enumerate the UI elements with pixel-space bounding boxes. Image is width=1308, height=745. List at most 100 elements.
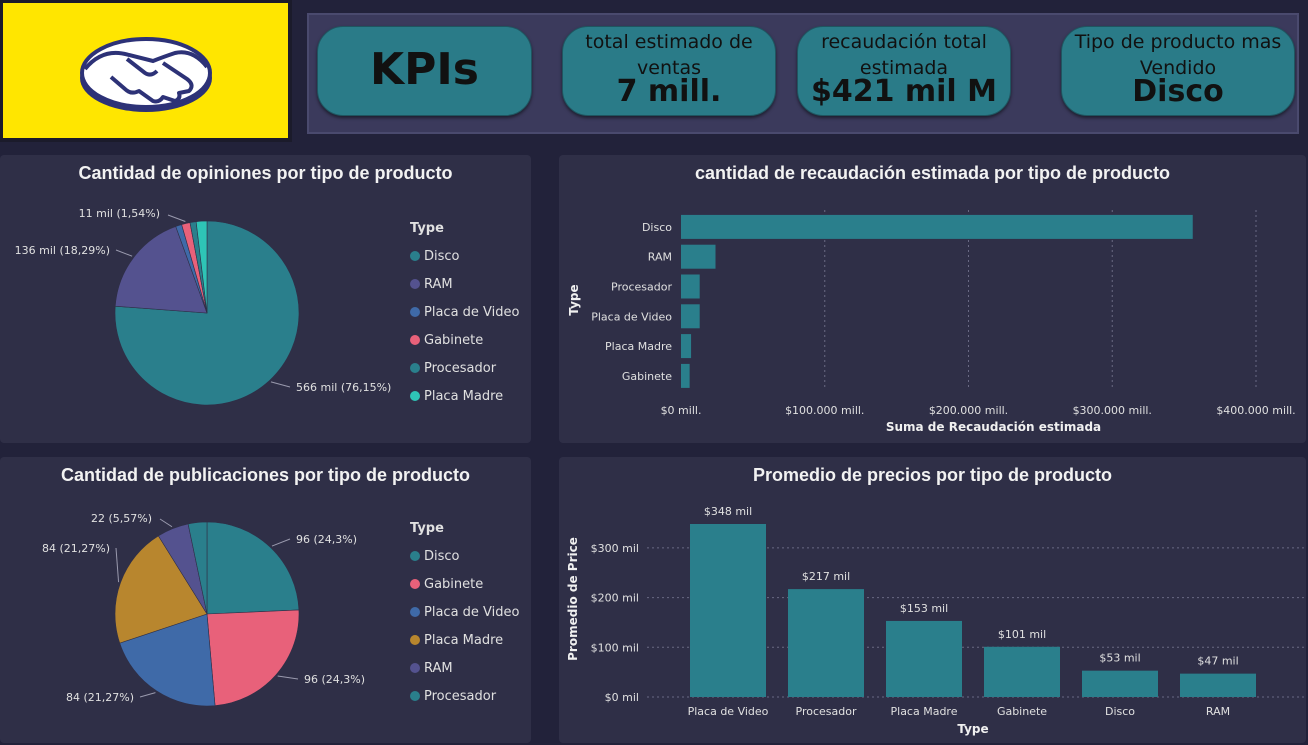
legend-label: RAM <box>424 276 453 292</box>
legend-item[interactable]: Placa de Video <box>410 598 519 626</box>
legend-swatch <box>410 663 420 673</box>
mercadolibre-logo <box>3 3 288 138</box>
legend-title: Type <box>410 221 444 236</box>
legend-swatch <box>410 307 420 317</box>
kpi-recaudacion-card: recaudación total estimada $421 mil M <box>797 26 1011 116</box>
legend-item[interactable]: Gabinete <box>410 326 519 354</box>
y-tick-label: Disco <box>642 221 672 234</box>
label-leader <box>270 381 291 388</box>
label-leader <box>277 675 299 680</box>
legend-label: Procesador <box>424 360 497 376</box>
legend-item[interactable]: RAM <box>410 270 519 298</box>
pie-slice <box>114 220 300 406</box>
label-leader <box>159 518 173 528</box>
data-label: 84 (21,27%) <box>42 542 110 555</box>
bar <box>681 274 700 299</box>
x-tick-label: $300.000 mill. <box>1073 404 1152 417</box>
legend-swatch <box>410 691 420 701</box>
legend-swatch <box>410 251 420 261</box>
kpi-ventas-card: total estimado de ventas 7 mill. <box>562 26 776 116</box>
x-axis-label: Suma de Recaudación estimada <box>886 420 1101 434</box>
y-tick-label: $200 mil <box>591 592 639 605</box>
kpi-title: KPIs <box>370 44 479 95</box>
bar <box>681 304 700 329</box>
kpi-ventas-value: 7 mill. <box>616 74 722 109</box>
legend-swatch <box>410 335 420 345</box>
data-label: 11 mil (1,54%) <box>79 207 160 220</box>
pie-slice <box>114 226 208 314</box>
bar <box>886 620 962 697</box>
legend-title: Type <box>410 521 444 536</box>
pie-slice <box>206 609 300 706</box>
panel-opiniones: Cantidad de opiniones por tipo de produc… <box>0 155 531 443</box>
kpi-ventas-label: total estimado de ventas <box>585 31 753 79</box>
chart-title: Cantidad de opiniones por tipo de produc… <box>78 163 453 183</box>
kpi-recaudacion-value: $421 mil M <box>810 74 998 109</box>
label-leader <box>167 214 186 222</box>
panel-publicaciones: Cantidad de publicaciones por tipo de pr… <box>0 457 531 743</box>
bar-recaudacion[interactable]: $0 mill. $100.000 mill. $200.000 mill. $300… <box>559 155 1306 443</box>
legend-label: Placa de Video <box>424 304 520 320</box>
legend-opiniones: Type Disco RAM Placa de Video Gabinete Proces… <box>410 221 519 410</box>
legend-label: Gabinete <box>424 332 484 348</box>
x-tick-label: $0 mill. <box>661 404 702 417</box>
y-tick-label: $0 mil <box>605 691 639 704</box>
bar <box>681 334 692 359</box>
y-tick-label: Procesador <box>611 281 672 294</box>
bar <box>1180 673 1256 697</box>
legend-swatch <box>410 579 420 589</box>
legend-label: Disco <box>424 548 460 564</box>
panel-recaudacion: cantidad de recaudación estimada por tip… <box>559 155 1306 443</box>
data-label: $217 mil <box>802 570 850 583</box>
legend-item[interactable]: Procesador <box>410 682 519 710</box>
x-tick-label: Gabinete <box>997 705 1047 718</box>
pie-publicaciones[interactable]: 96 (24,3%) 96 (24,3%) 84 (21,27%) 84 (21,27… <box>0 457 400 743</box>
legend-swatch <box>410 551 420 561</box>
y-axis-label: Type <box>567 284 581 315</box>
legend-item[interactable]: RAM <box>410 654 519 682</box>
y-tick-label: Placa Madre <box>605 340 672 353</box>
panel-precios: Promedio de precios por tipo de producto… <box>559 457 1306 743</box>
handshake-icon <box>80 37 212 112</box>
legend-label: Procesador <box>424 688 497 704</box>
legend-item[interactable]: Placa de Video <box>410 298 519 326</box>
kpi-bar: KPIs total estimado de ventas 7 mill. re… <box>307 13 1299 134</box>
bar <box>681 363 690 388</box>
kpi-tipo-value: Disco <box>1132 74 1224 109</box>
data-label: $153 mil <box>900 602 948 615</box>
data-label: 84 (21,27%) <box>66 691 134 704</box>
legend-item[interactable]: Placa Madre <box>410 626 519 654</box>
data-label: $348 mil <box>704 505 752 518</box>
bar <box>681 214 1193 239</box>
legend-item[interactable]: Procesador <box>410 354 519 382</box>
x-tick-label: Placa de Video <box>688 705 769 718</box>
legend-label: Placa Madre <box>424 632 504 648</box>
bar-precios[interactable]: $0 mil $100 mil $200 mil $300 mil $348 mil Pl… <box>559 457 1306 743</box>
y-tick-label: RAM <box>648 251 672 264</box>
data-label: $47 mil <box>1197 655 1238 668</box>
legend-swatch <box>410 279 420 289</box>
x-tick-label: Disco <box>1105 705 1135 718</box>
legend-item[interactable]: Placa Madre <box>410 382 519 410</box>
chart-title: Cantidad de publicaciones por tipo de pr… <box>60 465 471 485</box>
x-axis-label: Type <box>957 722 988 736</box>
legend-item[interactable]: Disco <box>410 242 519 270</box>
data-label: $53 mil <box>1099 652 1140 665</box>
label-leader <box>115 249 133 257</box>
y-axis-label: Promedio de Price <box>566 537 580 661</box>
kpi-recaudacion-label: recaudación total estimada <box>821 31 987 79</box>
x-tick-label: $200.000 mill. <box>929 404 1008 417</box>
y-tick-label: Placa de Video <box>591 310 672 323</box>
kpi-tipo-label: Tipo de producto mas Vendido <box>1074 31 1282 79</box>
data-label: 22 (5,57%) <box>91 512 152 525</box>
legend-item[interactable]: Disco <box>410 542 519 570</box>
y-tick-label: $100 mil <box>591 641 639 654</box>
logo-frame <box>0 0 292 142</box>
chart-title: cantidad de recaudación estimada por tip… <box>694 163 1171 183</box>
pie-slice <box>187 521 208 615</box>
legend-label: Gabinete <box>424 576 484 592</box>
pie-opiniones[interactable]: 566 mil (76,15%) 136 mil (18,29%) 11 mil (… <box>0 155 400 443</box>
legend-item[interactable]: Gabinete <box>410 570 519 598</box>
chart-title: Promedio de precios por tipo de producto <box>752 465 1113 485</box>
x-tick-label: RAM <box>1206 705 1230 718</box>
